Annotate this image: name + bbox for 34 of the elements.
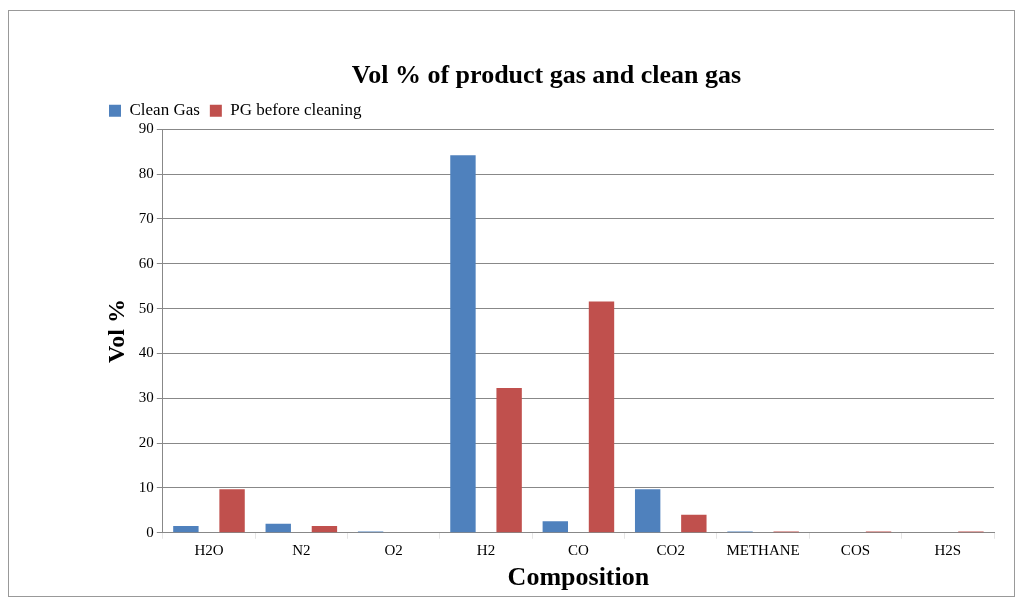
legend-label: PG before cleaning xyxy=(230,100,363,120)
bar xyxy=(634,489,661,533)
x-tick-label: CO xyxy=(567,541,589,558)
x-tick-label: CO2 xyxy=(656,541,685,558)
y-tick-label: 30 xyxy=(138,389,154,406)
legend-label: Clean Gas xyxy=(129,100,200,120)
x-tick-label: METHANE xyxy=(726,541,800,558)
y-axis-title: Vol % xyxy=(102,299,129,363)
y-tick-label: 90 xyxy=(138,120,154,137)
bar xyxy=(542,521,569,533)
y-tick-label: 50 xyxy=(138,299,154,316)
y-tick-label: 80 xyxy=(138,164,154,181)
y-tick-label: 10 xyxy=(138,478,154,495)
chart-title: Vol % of product gas and clean gas xyxy=(351,60,742,90)
x-tick-label: N2 xyxy=(292,541,311,558)
bar xyxy=(173,526,199,533)
bar xyxy=(450,155,476,533)
x-tick-label: H2S xyxy=(934,541,962,558)
bar xyxy=(588,301,615,533)
x-tick-label: O2 xyxy=(384,541,403,558)
bar xyxy=(681,514,707,533)
x-tick-label: H2 xyxy=(476,541,496,558)
x-axis-title: Composition xyxy=(507,562,650,592)
bar xyxy=(219,489,245,533)
y-tick-label: 20 xyxy=(138,434,154,451)
y-tick-label: 0 xyxy=(146,523,154,540)
x-tick-label: COS xyxy=(840,541,871,558)
y-tick-label: 60 xyxy=(138,254,154,271)
bar xyxy=(265,523,291,533)
bar xyxy=(496,387,522,533)
x-tick-label: H2O xyxy=(194,541,224,558)
y-tick-label: 40 xyxy=(138,344,154,361)
y-tick-label: 70 xyxy=(138,209,154,226)
bar xyxy=(311,526,338,533)
